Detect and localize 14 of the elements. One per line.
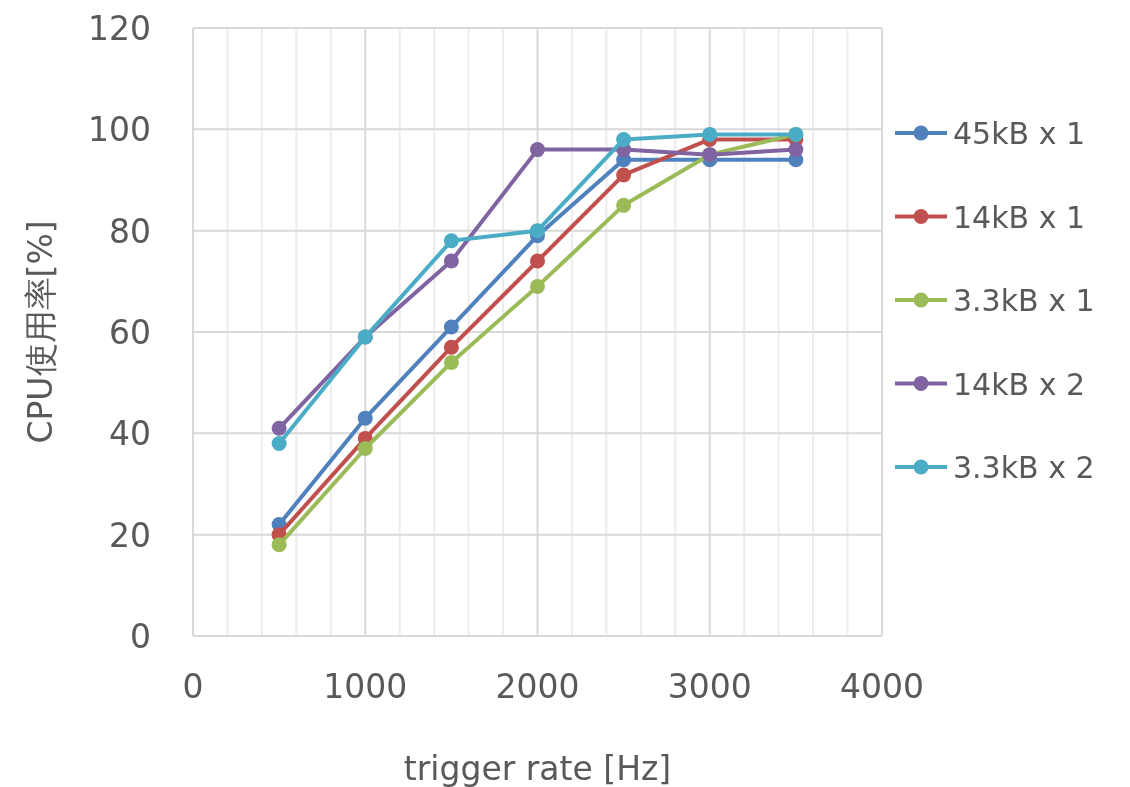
ytick: 20 (109, 515, 151, 555)
ytick: 60 (109, 313, 151, 352)
xtick: 2000 (495, 667, 580, 706)
ytick: 120 (88, 9, 151, 48)
xtick: 1000 (323, 667, 408, 706)
ytick: 80 (109, 211, 151, 251)
xtick: 4000 (840, 667, 924, 706)
ytick: 40 (109, 414, 151, 454)
ytick: 0 (130, 617, 151, 656)
xtick: 3000 (667, 667, 752, 706)
xtick: 0 (182, 667, 204, 706)
ytick: 100 (88, 110, 151, 150)
xlabel: trigger rate [Hz] (403, 749, 672, 787)
ylabel: CPU使用率[%] (21, 220, 60, 444)
